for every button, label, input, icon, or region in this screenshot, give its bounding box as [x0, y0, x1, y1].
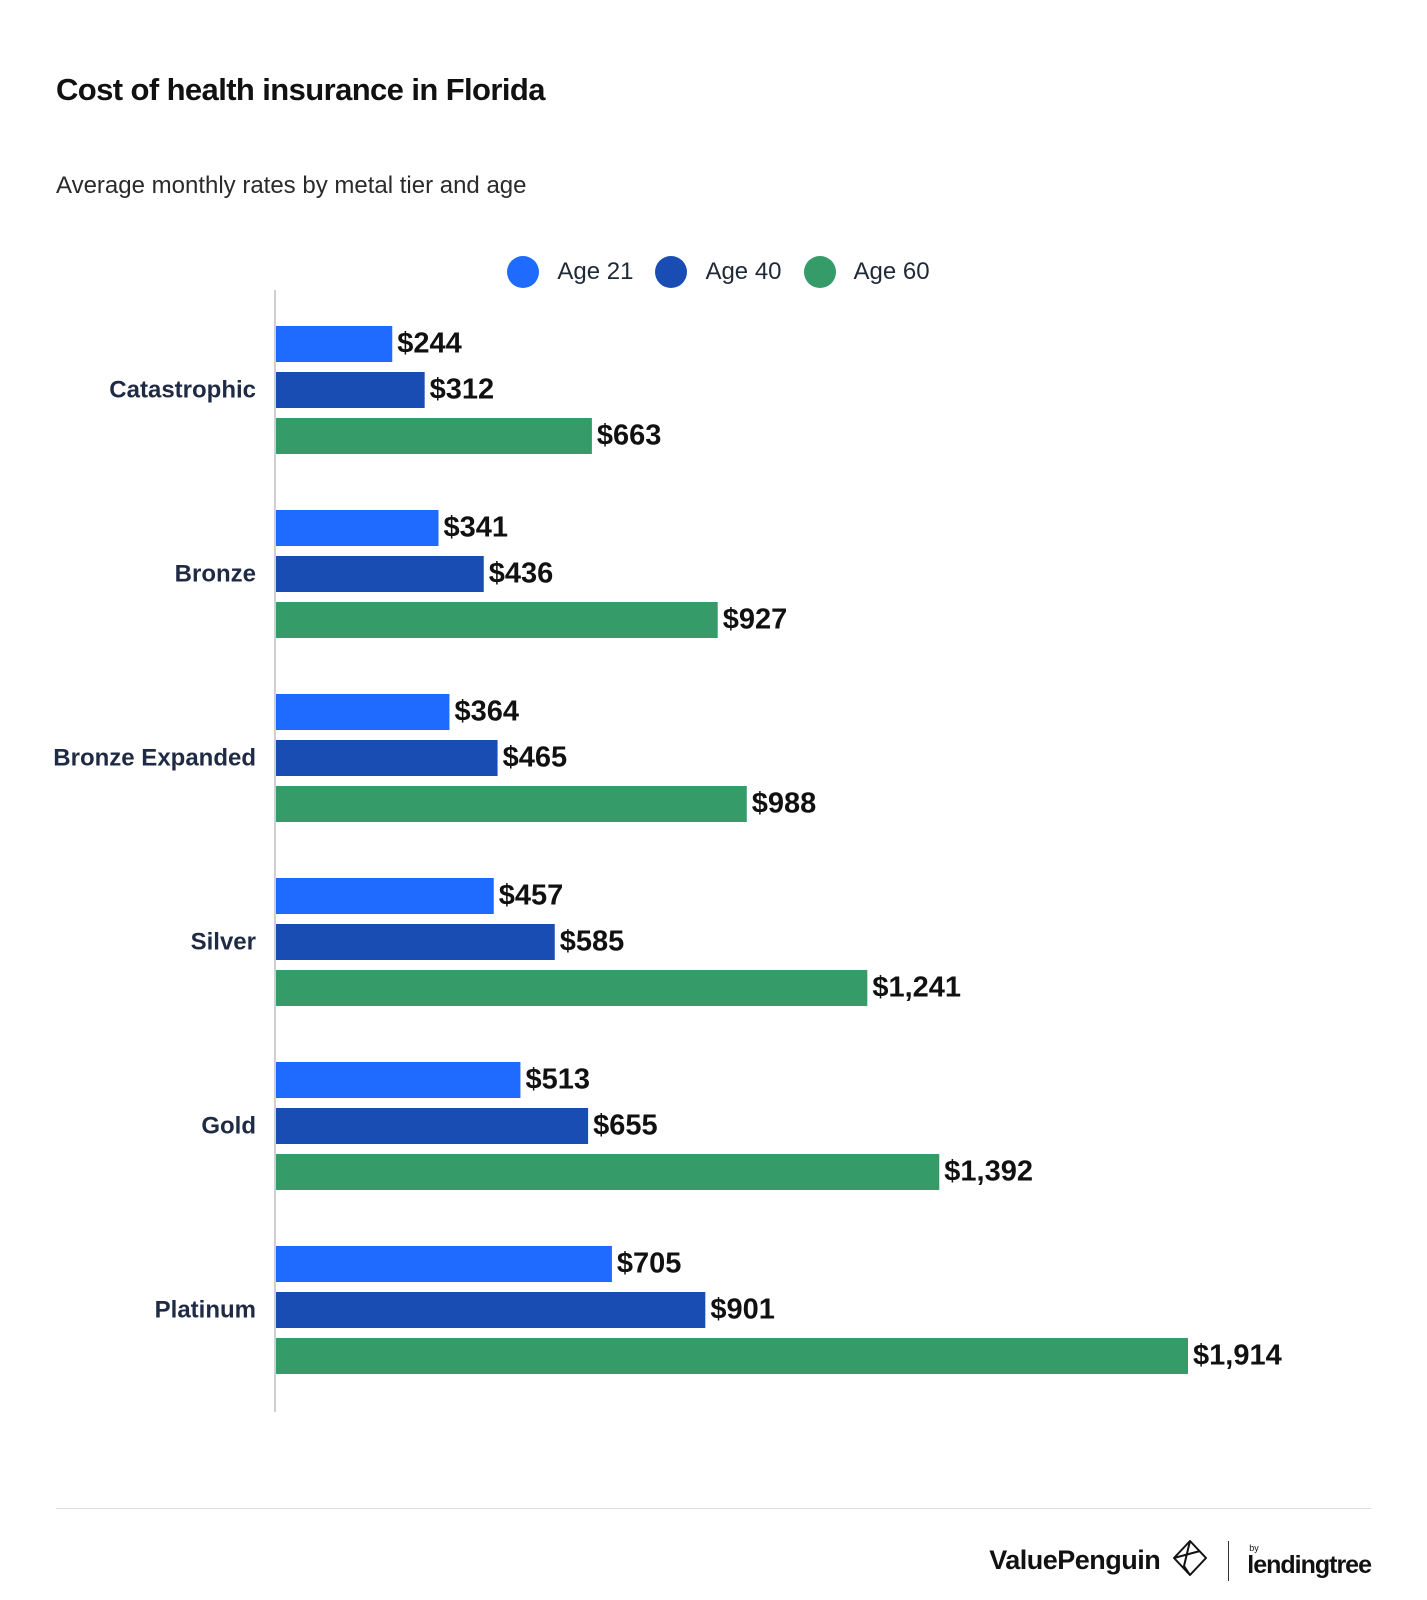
bar	[276, 694, 450, 730]
data-label: $705	[617, 1248, 682, 1280]
data-label: $244	[397, 328, 462, 360]
legend-swatch-age-40	[655, 256, 688, 288]
category-label: Silver	[191, 928, 256, 955]
data-label: $513	[525, 1064, 590, 1096]
bar	[276, 1246, 612, 1282]
chart-legend: Age 21 Age 40 Age 60	[0, 256, 1427, 288]
brand-footer: ValuePenguin by lendingtree	[989, 1538, 1372, 1583]
valuepenguin-logo-icon	[1170, 1538, 1210, 1583]
footer-divider	[56, 1508, 1371, 1509]
legend-item-age-21: Age 21	[507, 256, 633, 288]
data-label: $663	[597, 420, 662, 452]
lendingtree-logo-text: lendingtree	[1247, 1550, 1372, 1579]
legend-item-age-60: Age 60	[803, 256, 930, 288]
chart-subtitle: Average monthly rates by metal tier and …	[56, 172, 527, 199]
category-label: Bronze	[175, 560, 256, 587]
brand-separator	[1228, 1540, 1230, 1581]
legend-swatch-age-60	[803, 256, 836, 288]
legend-item-age-40: Age 40	[655, 256, 782, 288]
bar	[276, 878, 494, 914]
valuepenguin-logo-text: ValuePenguin	[989, 1545, 1161, 1575]
bar	[276, 556, 484, 592]
data-label: $1,914	[1193, 1340, 1282, 1372]
data-label: $364	[454, 696, 519, 728]
data-label: $927	[723, 604, 788, 636]
legend-swatch-age-21	[507, 256, 540, 288]
data-label: $585	[560, 926, 625, 958]
data-label: $465	[503, 742, 568, 774]
bar	[276, 970, 868, 1006]
category-label: Platinum	[155, 1296, 256, 1323]
legend-label-age-60: Age 60	[853, 258, 930, 285]
data-label: $457	[499, 880, 564, 912]
bar	[276, 1292, 706, 1328]
legend-label-age-40: Age 40	[705, 258, 782, 285]
data-label: $436	[489, 558, 554, 590]
data-label: $655	[593, 1110, 658, 1142]
bar	[276, 326, 393, 362]
legend-label-age-21: Age 21	[557, 258, 634, 285]
data-label: $312	[430, 374, 495, 406]
bar	[276, 1338, 1188, 1374]
bar	[276, 1108, 589, 1144]
bar-chart: Catastrophic $244 $312 $663 Bronze $341 $436 $9…	[53, 290, 1282, 1412]
bar	[276, 740, 498, 776]
data-label: $1,241	[872, 972, 961, 1004]
category-label: Bronze Expanded	[53, 744, 256, 771]
bar	[276, 418, 592, 454]
bar	[276, 924, 555, 960]
data-label: $1,392	[944, 1156, 1033, 1188]
data-label: $341	[443, 512, 508, 544]
bar	[276, 1062, 521, 1098]
lendingtree-logo: by lendingtree	[1247, 1542, 1372, 1579]
category-label: Catastrophic	[109, 376, 256, 403]
bar	[276, 786, 747, 822]
bar	[276, 602, 718, 638]
lendingtree-by-label: by	[1249, 1542, 1259, 1553]
category-label: Gold	[201, 1112, 256, 1139]
data-label: $901	[710, 1294, 775, 1326]
chart-title: Cost of health insurance in Florida	[56, 72, 545, 107]
data-label: $988	[752, 788, 817, 820]
bar	[276, 372, 425, 408]
bar	[276, 1154, 940, 1190]
bar	[276, 510, 439, 546]
